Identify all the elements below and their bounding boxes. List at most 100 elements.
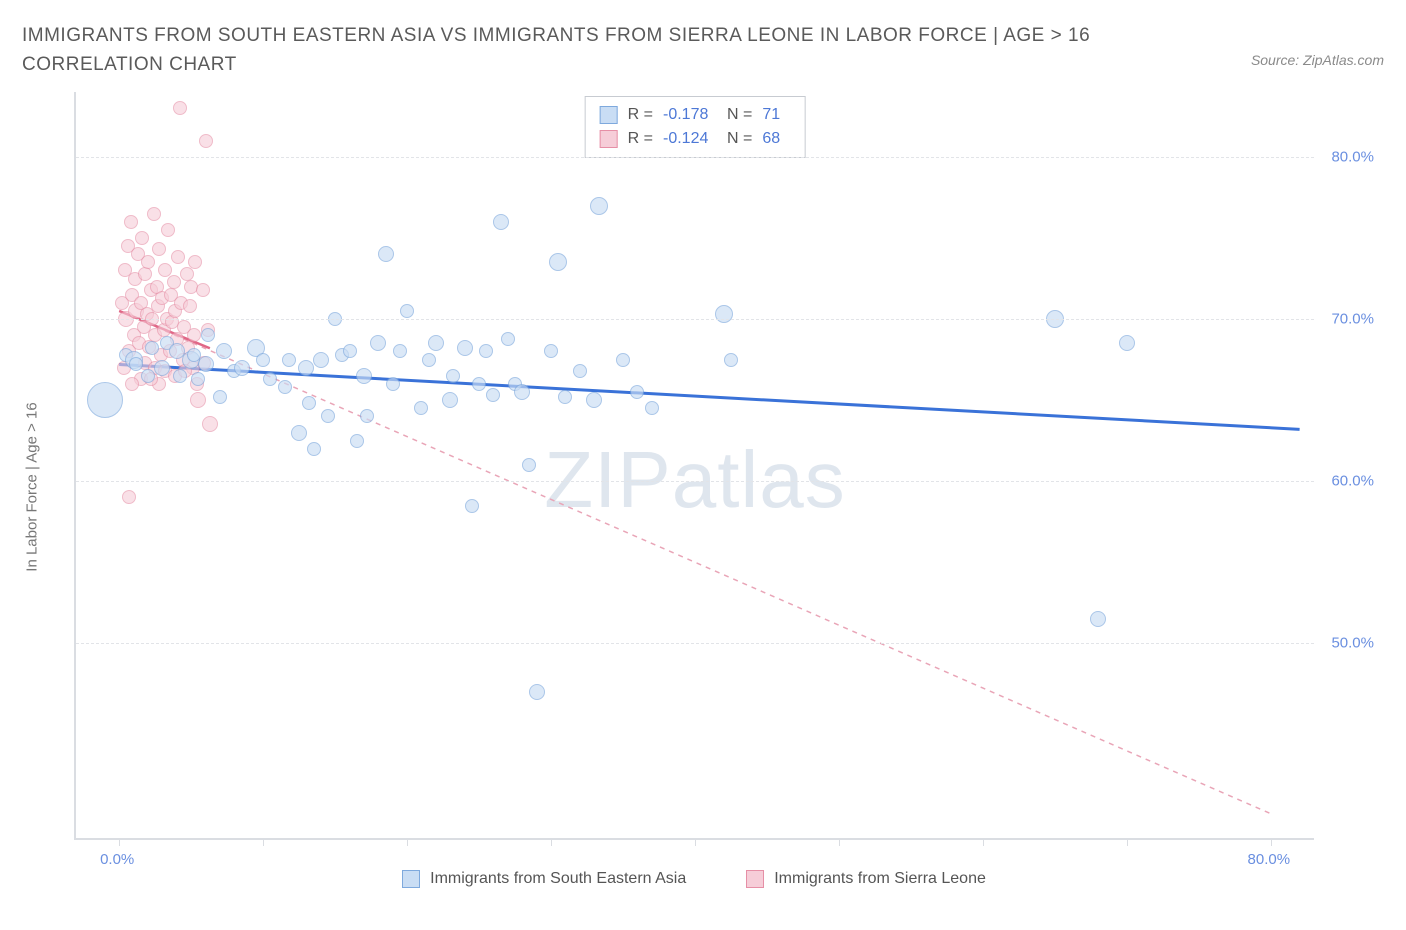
legend-item: Immigrants from South Eastern Asia	[402, 870, 686, 888]
data-point	[307, 442, 321, 456]
stat-r-label: R =	[628, 103, 653, 127]
data-point	[173, 101, 187, 115]
data-point	[378, 246, 394, 262]
data-point	[544, 344, 558, 358]
data-point	[422, 353, 436, 367]
gridline	[76, 157, 1314, 158]
data-point	[514, 384, 530, 400]
points-layer	[76, 92, 1314, 838]
x-axis-labels: 0.0% 80.0%	[74, 848, 1314, 868]
data-point	[590, 197, 608, 215]
data-point	[522, 458, 536, 472]
data-point	[196, 283, 210, 297]
data-point	[472, 377, 486, 391]
data-point	[191, 372, 205, 386]
legend-swatch	[600, 130, 618, 148]
gridline	[76, 319, 1314, 320]
legend-item: Immigrants from Sierra Leone	[746, 870, 986, 888]
data-point	[343, 344, 357, 358]
x-tick	[551, 838, 552, 846]
legend-swatch	[600, 106, 618, 124]
x-tick-label: 80.0%	[1248, 851, 1291, 868]
data-point	[302, 396, 316, 410]
y-tick-label: 80.0%	[1331, 148, 1374, 165]
data-point	[135, 231, 149, 245]
x-tick	[839, 838, 840, 846]
data-point	[291, 425, 307, 441]
legend-label: Immigrants from South Eastern Asia	[430, 870, 686, 888]
data-point	[400, 304, 414, 318]
legend: Immigrants from South Eastern Asia Immigr…	[74, 870, 1314, 888]
stat-n-label: N =	[727, 103, 752, 127]
x-tick	[407, 838, 408, 846]
y-tick-label: 60.0%	[1331, 473, 1374, 490]
gridline	[76, 481, 1314, 482]
data-point	[141, 369, 155, 383]
legend-label: Immigrants from Sierra Leone	[774, 870, 986, 888]
data-point	[161, 223, 175, 237]
data-point	[715, 305, 733, 323]
data-point	[124, 215, 138, 229]
source-credit: Source: ZipAtlas.com	[1251, 22, 1384, 68]
data-point	[173, 369, 187, 383]
data-point	[321, 409, 335, 423]
data-point	[414, 401, 428, 415]
data-point	[198, 356, 214, 372]
data-point	[428, 335, 444, 351]
data-point	[256, 353, 270, 367]
stat-r-label: R =	[628, 127, 653, 151]
x-tick	[695, 838, 696, 846]
data-point	[1090, 611, 1106, 627]
data-point	[282, 353, 296, 367]
data-point	[129, 357, 143, 371]
data-point	[187, 328, 201, 342]
data-point	[87, 382, 123, 418]
stat-n-label: N =	[727, 127, 752, 151]
data-point	[167, 275, 181, 289]
data-point	[183, 299, 197, 313]
gridline	[76, 643, 1314, 644]
data-point	[586, 392, 602, 408]
x-tick	[119, 838, 120, 846]
data-point	[493, 214, 509, 230]
data-point	[529, 684, 545, 700]
data-point	[573, 364, 587, 378]
data-point	[370, 335, 386, 351]
data-point	[393, 344, 407, 358]
x-tick	[1271, 838, 1272, 846]
stats-row: R =-0.124N =68	[600, 127, 791, 151]
data-point	[145, 341, 159, 355]
data-point	[350, 434, 364, 448]
data-point	[152, 242, 166, 256]
x-tick	[1127, 838, 1128, 846]
stat-n-value: 71	[762, 103, 790, 127]
data-point	[549, 253, 567, 271]
legend-swatch	[402, 870, 420, 888]
data-point	[213, 390, 227, 404]
data-point	[645, 401, 659, 415]
data-point	[201, 328, 215, 342]
data-point	[141, 255, 155, 269]
chart-title: IMMIGRANTS FROM SOUTH EASTERN ASIA VS IM…	[22, 22, 1122, 79]
data-point	[125, 377, 139, 391]
y-tick-label: 70.0%	[1331, 311, 1374, 328]
data-point	[199, 134, 213, 148]
x-tick	[263, 838, 264, 846]
data-point	[234, 360, 250, 376]
data-point	[202, 416, 218, 432]
data-point	[558, 390, 572, 404]
x-tick-label: 0.0%	[100, 851, 134, 868]
data-point	[479, 344, 493, 358]
data-point	[278, 380, 292, 394]
data-point	[171, 250, 185, 264]
stat-r-value: -0.178	[663, 103, 717, 127]
data-point	[154, 360, 170, 376]
data-point	[122, 490, 136, 504]
y-tick-label: 50.0%	[1331, 635, 1374, 652]
data-point	[188, 255, 202, 269]
chart: In Labor Force | Age > 16 ZIPatlas R =-0…	[22, 92, 1384, 882]
stat-r-value: -0.124	[663, 127, 717, 151]
data-point	[190, 392, 206, 408]
plot-area: ZIPatlas R =-0.178N =71R =-0.124N =68 50…	[74, 92, 1314, 840]
data-point	[616, 353, 630, 367]
